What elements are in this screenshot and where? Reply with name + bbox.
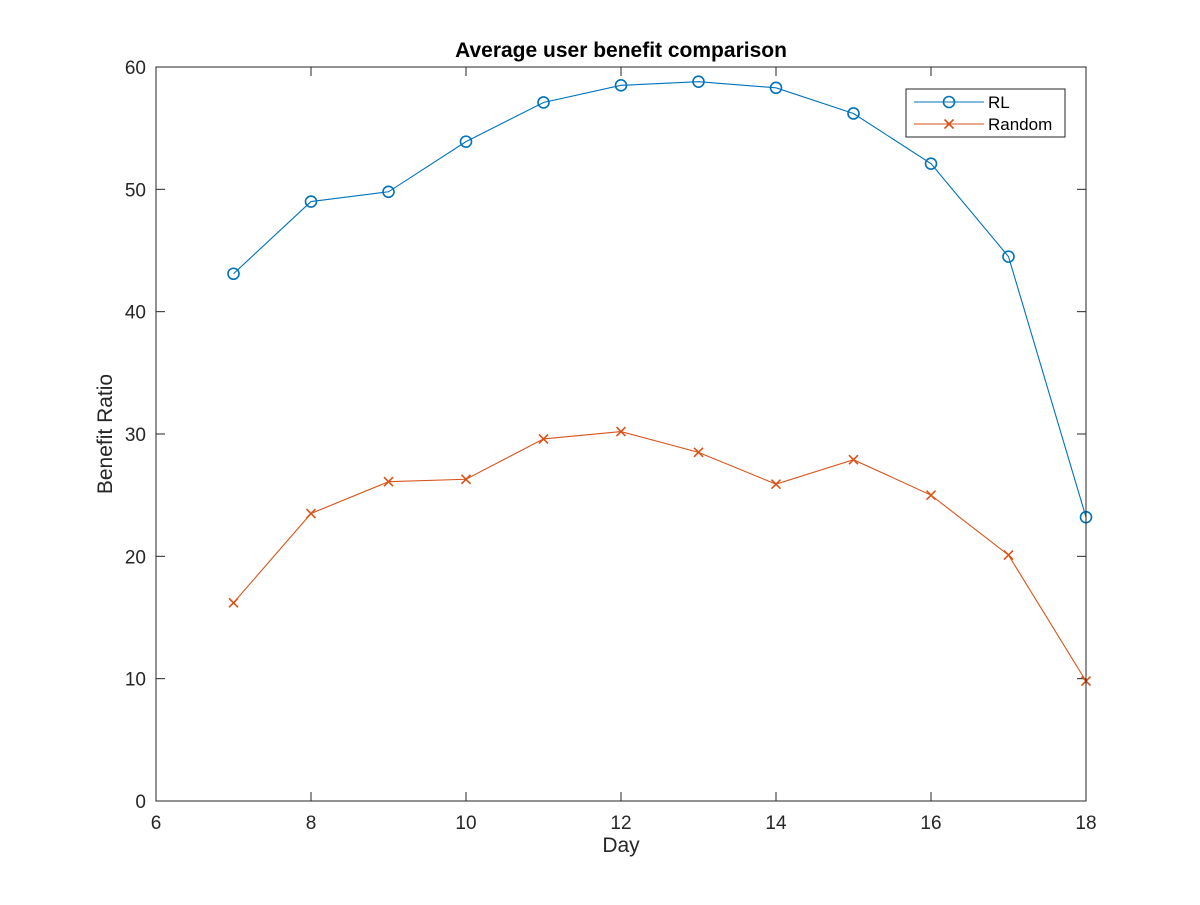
data-point-random (1003, 550, 1014, 561)
data-point-random (615, 426, 627, 437)
x-tick-label: 10 (455, 813, 476, 834)
data-point-rl (1002, 250, 1015, 263)
legend-entries: RL Random (914, 93, 1052, 134)
data-point-rl (304, 195, 318, 208)
x-tick-label: 12 (610, 813, 631, 834)
legend-entry-random: Random (914, 115, 1052, 134)
data-point-random (925, 490, 937, 501)
y-tick-label: 20 (125, 547, 146, 568)
x-axis-label: Day (602, 834, 640, 857)
data-point-random (460, 474, 472, 485)
x-tick-label: 8 (306, 813, 317, 834)
data-point-rl (692, 75, 705, 88)
legend-label-random: Random (988, 115, 1052, 134)
chart-title: Average user benefit comparison (455, 39, 787, 62)
data-point-rl (537, 96, 550, 109)
legend-box (905, 88, 1066, 138)
data-point-random (305, 508, 317, 519)
data-point-rl (769, 81, 783, 95)
data-point-rl (924, 157, 938, 170)
y-tick-label: 40 (125, 303, 146, 324)
y-axis-label: Benefit Ratio (94, 374, 117, 494)
legend-marker-random (943, 118, 955, 130)
plot-frame (155, 66, 1087, 802)
data-point-random (228, 597, 239, 608)
series-line-random (233, 430, 1087, 682)
series-random (228, 426, 1092, 687)
legend-label-rl: RL (988, 93, 1010, 112)
data-point-rl (614, 79, 628, 92)
data-point-rl (227, 267, 240, 281)
plot-area (156, 67, 1086, 801)
series-group (227, 75, 1093, 687)
x-tick-label: 6 (151, 813, 162, 834)
data-point-rl (382, 185, 395, 199)
legend-entry-rl: RL (914, 93, 1010, 112)
data-point-random (770, 479, 782, 490)
x-tick-label: 14 (765, 813, 787, 834)
y-tick-label: 30 (125, 425, 146, 446)
data-point-random (538, 433, 549, 444)
x-tick-label: 16 (920, 813, 941, 834)
data-point-rl (459, 135, 473, 148)
legend-marker-rl (942, 95, 956, 109)
y-tick-label: 60 (125, 58, 146, 79)
data-point-rl (847, 107, 860, 120)
data-point-random (848, 454, 859, 465)
y-tick-label: 10 (125, 670, 146, 691)
series-line-rl (233, 81, 1087, 518)
data-point-random (693, 447, 704, 458)
x-tick-label: 18 (1075, 813, 1096, 834)
tick-labels: 6 8 10 12 14 16 18 0 10 20 30 40 50 60 (125, 58, 1097, 834)
data-point-random (383, 476, 394, 487)
legend: RL Random (905, 88, 1066, 138)
y-tick-label: 0 (135, 792, 146, 813)
y-tick-label: 50 (125, 180, 146, 201)
